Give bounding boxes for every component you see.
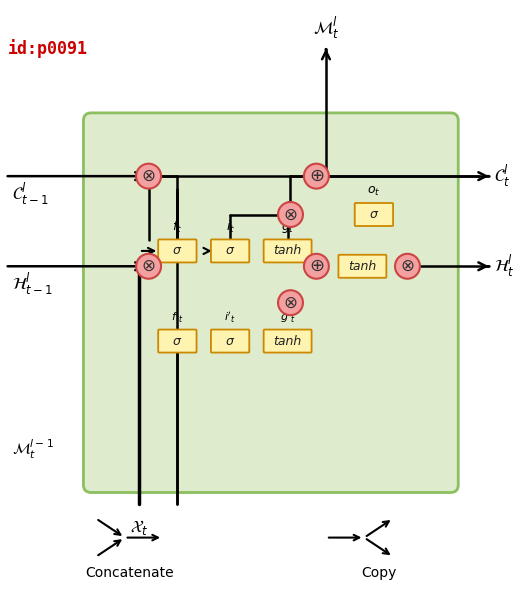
Circle shape — [278, 290, 303, 315]
FancyBboxPatch shape — [339, 255, 386, 278]
Text: Concatenate: Concatenate — [85, 566, 174, 580]
Text: $\otimes$: $\otimes$ — [400, 257, 415, 275]
Text: $f_t$: $f_t$ — [172, 218, 183, 235]
Text: $i'_t$: $i'_t$ — [224, 310, 236, 325]
Text: $\otimes$: $\otimes$ — [142, 257, 156, 275]
Text: $\sigma$: $\sigma$ — [172, 335, 183, 347]
Circle shape — [278, 202, 303, 227]
Text: id:p0091: id:p0091 — [8, 39, 88, 58]
Text: $\mathcal{C}^l_t$: $\mathcal{C}^l_t$ — [494, 163, 510, 189]
FancyBboxPatch shape — [158, 239, 196, 262]
Text: $i_t$: $i_t$ — [226, 218, 234, 235]
Circle shape — [136, 254, 161, 279]
Text: $\mathcal{H}^l_t$: $\mathcal{H}^l_t$ — [494, 253, 513, 280]
Text: $\sigma$: $\sigma$ — [225, 244, 235, 257]
Text: Copy: Copy — [361, 566, 397, 580]
Text: $\mathcal{M}^l_t$: $\mathcal{M}^l_t$ — [313, 15, 339, 41]
FancyBboxPatch shape — [264, 239, 311, 262]
Circle shape — [304, 164, 329, 188]
Text: $\mathcal{H}^l_{t-1}$: $\mathcal{H}^l_{t-1}$ — [11, 271, 53, 296]
Text: $f'_t$: $f'_t$ — [171, 310, 184, 325]
Circle shape — [304, 254, 329, 279]
FancyBboxPatch shape — [158, 329, 196, 353]
FancyBboxPatch shape — [354, 203, 393, 226]
Text: $\sigma$: $\sigma$ — [172, 244, 183, 257]
Text: $\oplus$: $\oplus$ — [309, 257, 324, 275]
Text: $\mathcal{X}_t$: $\mathcal{X}_t$ — [130, 518, 148, 538]
FancyBboxPatch shape — [211, 239, 249, 262]
Text: $o_t$: $o_t$ — [367, 185, 381, 198]
Text: $\sigma$: $\sigma$ — [369, 208, 379, 221]
FancyBboxPatch shape — [264, 329, 311, 353]
Text: $g'_t$: $g'_t$ — [280, 310, 295, 325]
Text: tanh: tanh — [273, 244, 302, 257]
Text: $g_t$: $g_t$ — [281, 221, 294, 235]
Text: $\otimes$: $\otimes$ — [142, 167, 156, 185]
FancyBboxPatch shape — [84, 113, 458, 493]
Text: $\mathcal{M}^{l-1}_t$: $\mathcal{M}^{l-1}_t$ — [11, 438, 53, 461]
FancyBboxPatch shape — [211, 329, 249, 353]
Circle shape — [136, 164, 161, 188]
Text: tanh: tanh — [273, 335, 302, 347]
Text: $\sigma$: $\sigma$ — [225, 335, 235, 347]
Text: $\otimes$: $\otimes$ — [283, 294, 298, 312]
Circle shape — [395, 254, 420, 279]
Text: tanh: tanh — [348, 260, 377, 273]
Text: $\oplus$: $\oplus$ — [309, 167, 324, 185]
Text: $\mathcal{C}^l_{t-1}$: $\mathcal{C}^l_{t-1}$ — [11, 181, 48, 206]
Text: $\otimes$: $\otimes$ — [283, 206, 298, 224]
